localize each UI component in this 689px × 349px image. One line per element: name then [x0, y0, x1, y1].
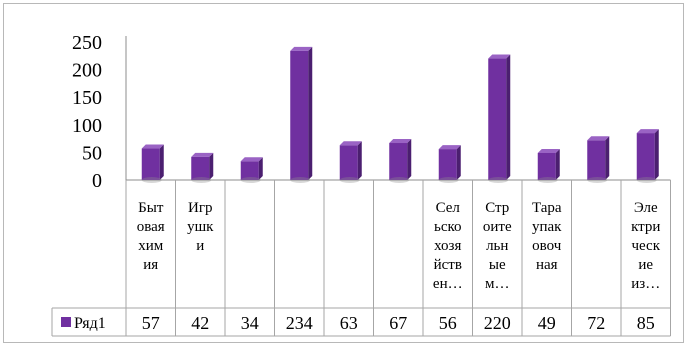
bar-shadow-9: [537, 177, 558, 183]
data-value-cell: 234: [286, 313, 313, 333]
bar-top-5: [339, 141, 362, 146]
data-value-cell: 85: [637, 313, 655, 333]
category-label: ушк: [187, 219, 214, 235]
data-value-cell: 34: [241, 313, 259, 333]
bar-side-1: [159, 144, 164, 180]
bar-shadow-5: [339, 177, 360, 183]
bar-4: [290, 50, 309, 180]
bar-1: [141, 148, 160, 180]
bar-shadow-10: [587, 177, 608, 183]
bar-top-8: [488, 54, 511, 59]
bar-7: [438, 149, 457, 180]
data-value-cell: 67: [389, 313, 407, 333]
bar-chart: 0 50 100 150 200 250 Быт овая хим ия Игр ушк и Сел ьск…: [51, 32, 671, 337]
bar-top-2: [191, 152, 214, 157]
data-value-cell: 56: [439, 313, 457, 333]
category-label: ьско: [434, 219, 462, 235]
data-value-cell: 49: [538, 313, 556, 333]
data-value-cell: 220: [484, 313, 511, 333]
category-label: Быт: [138, 200, 164, 216]
category-label: м…: [485, 276, 510, 292]
category-label: хозя: [434, 238, 461, 254]
bar-5: [339, 145, 358, 180]
y-tick-label: 200: [72, 60, 102, 82]
category-label: овая: [137, 219, 165, 235]
category-label: Эле: [634, 200, 658, 216]
bar-shadow-11: [636, 177, 657, 183]
category-label: Стр: [485, 200, 509, 216]
category-label: Тара: [532, 200, 562, 216]
bar-10: [587, 140, 606, 180]
bar-shadow-7: [438, 177, 459, 183]
category-label: льн: [486, 238, 508, 254]
bar-side-5: [357, 141, 362, 180]
bar-top-3: [240, 157, 263, 162]
bar-6: [389, 143, 408, 180]
bar-shadow-8: [488, 177, 509, 183]
category-label: ен…: [433, 276, 463, 292]
category-label: и: [196, 238, 204, 254]
bar-top-7: [438, 145, 461, 150]
bar-side-11: [654, 129, 659, 180]
chart-area: 0 50 100 150 200 250 Быт овая хим ия Игр ушк и Сел ьск…: [3, 3, 684, 343]
y-tick-label: 150: [72, 87, 102, 109]
bar-shadow-6: [389, 177, 410, 183]
category-label: Сел: [436, 200, 461, 216]
y-tick-label: 100: [72, 115, 102, 137]
category-label: оите: [483, 219, 512, 235]
bar-top-4: [290, 46, 313, 51]
bar-3: [240, 161, 259, 180]
bar-side-4: [308, 46, 313, 180]
legend-series-name: Ряд1: [74, 315, 106, 332]
category-label: упак: [532, 219, 562, 235]
bar-top-11: [636, 129, 659, 134]
bar-top-6: [389, 139, 412, 144]
y-tick-label: 0: [92, 170, 102, 192]
bar-top-10: [587, 136, 610, 141]
bar-top-1: [141, 144, 164, 149]
category-label: Игр: [188, 200, 213, 216]
data-value-cell: 72: [587, 313, 605, 333]
category-label: овоч: [532, 238, 562, 254]
bar-top-9: [537, 148, 560, 153]
data-value-cell: 42: [191, 313, 209, 333]
bar-side-6: [407, 139, 412, 180]
category-label: из…: [631, 276, 660, 292]
bar-shadow-3: [240, 177, 261, 183]
bar-2: [191, 156, 210, 180]
category-label: йств: [434, 257, 462, 273]
bar-11: [636, 133, 655, 180]
category-label: ые: [489, 257, 506, 273]
bar-side-2: [209, 152, 214, 180]
bar-shadow-1: [141, 177, 162, 183]
y-tick-label: 50: [82, 142, 102, 164]
bar-8: [488, 58, 507, 181]
bar-9: [537, 152, 556, 180]
bar-side-8: [506, 54, 511, 181]
category-label: ктри: [631, 219, 660, 235]
bar-side-7: [456, 145, 461, 180]
legend-key-icon: [61, 317, 71, 327]
category-label: ия: [143, 257, 158, 273]
category-label: ческ: [631, 238, 660, 254]
bar-side-3: [258, 157, 263, 180]
y-tick-label: 250: [72, 32, 102, 54]
bar-shadow-2: [191, 177, 212, 183]
category-label: хим: [138, 238, 164, 254]
category-label: ная: [536, 257, 558, 273]
bar-side-10: [605, 136, 610, 180]
data-value-cell: 57: [142, 313, 160, 333]
bar-side-9: [555, 148, 560, 180]
data-value-cell: 63: [340, 313, 358, 333]
category-label: ие: [638, 257, 653, 273]
bar-shadow-4: [290, 177, 311, 183]
